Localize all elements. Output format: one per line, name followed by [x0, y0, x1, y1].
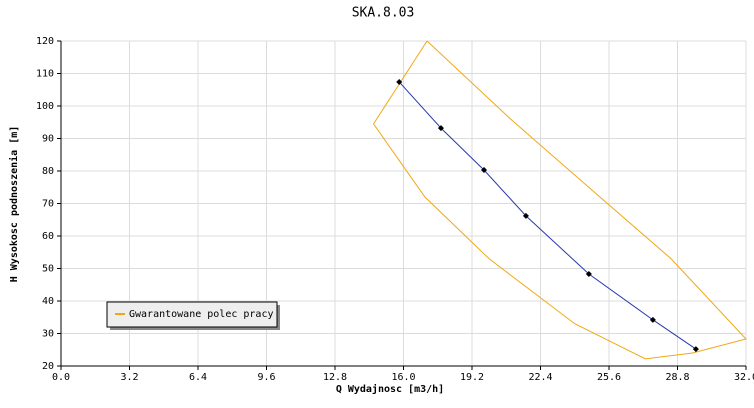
- y-tick-label: 100: [36, 101, 54, 112]
- x-tick-label: 19.2: [460, 372, 484, 383]
- data-point: [437, 125, 444, 132]
- x-tick-label: 25.6: [597, 372, 621, 383]
- data-point: [396, 78, 403, 85]
- x-tick-label: 0.0: [52, 372, 70, 383]
- y-tick-label: 110: [36, 69, 54, 80]
- y-tick-label: 60: [42, 231, 54, 242]
- x-tick-label: 32.0: [734, 372, 754, 383]
- x-axis-label: Q Wydajnosc [m3/h]: [336, 383, 444, 395]
- x-tick-label: 12.8: [323, 372, 347, 383]
- legend: [106, 301, 278, 328]
- x-tick-label: 3.2: [120, 372, 138, 383]
- series-line: [372, 40, 747, 360]
- legend-label: Gwarantowane polec pracy: [129, 309, 274, 320]
- y-tick-label: 70: [42, 199, 54, 210]
- y-axis-label: H Wysokosc podnoszenia [m]: [8, 126, 20, 283]
- chart-title: SKA.8.03: [352, 6, 415, 21]
- x-tick-label: 16.0: [391, 372, 415, 383]
- x-tick-label: 9.6: [257, 372, 275, 383]
- y-tick-label: 80: [42, 166, 54, 177]
- x-tick-label: 6.4: [189, 372, 207, 383]
- data-point: [649, 316, 656, 323]
- data-point: [522, 212, 529, 219]
- y-tick-label: 40: [42, 296, 54, 307]
- data-point: [585, 271, 592, 278]
- y-tick-label: 120: [36, 36, 54, 47]
- y-tick-label: 30: [42, 329, 54, 340]
- y-tick-label: 90: [42, 134, 54, 145]
- y-tick-label: 20: [42, 361, 54, 372]
- x-tick-label: 28.8: [665, 372, 689, 383]
- data-point: [692, 346, 699, 353]
- data-point: [480, 167, 487, 174]
- x-tick-label: 22.4: [528, 372, 552, 383]
- y-tick-label: 50: [42, 264, 54, 275]
